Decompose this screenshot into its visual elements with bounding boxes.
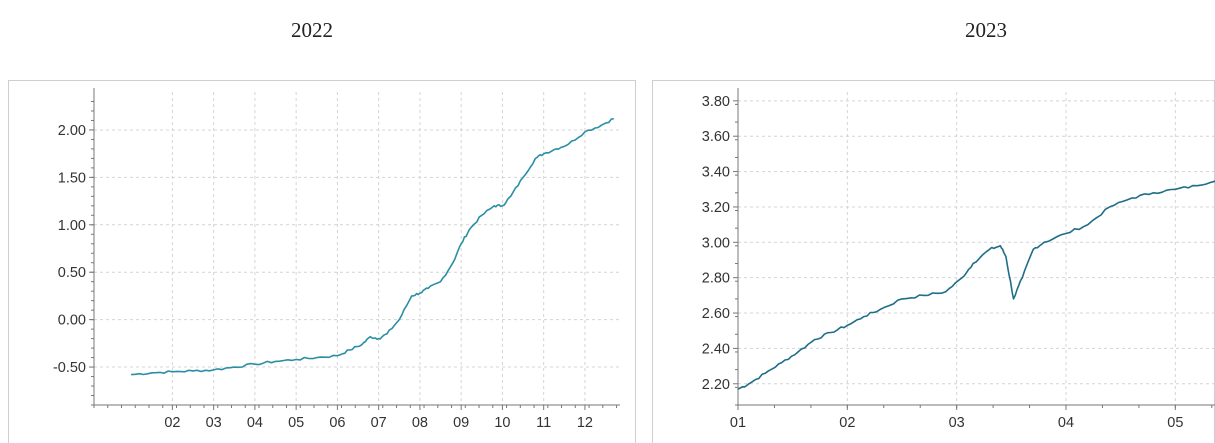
x-tick-label: 07 [371, 415, 387, 431]
x-tick-label: 09 [453, 415, 469, 431]
y-tick-label: 3.00 [702, 235, 730, 251]
y-tick-label: 0.50 [58, 265, 86, 281]
y-tick-label: 2.20 [702, 377, 730, 393]
y-tick-label: 3.20 [702, 200, 730, 216]
x-tick-label: 08 [412, 415, 428, 431]
x-tick-label: 02 [839, 415, 855, 431]
series-line [131, 117, 614, 376]
x-tick-label: 11 [536, 415, 551, 431]
x-tick-label: 03 [949, 415, 965, 431]
x-tick-label: 04 [247, 415, 263, 431]
x-tick-label: 03 [206, 415, 222, 431]
x-tick-label: 04 [1058, 415, 1074, 431]
x-tick-label: 05 [1167, 415, 1183, 431]
x-tick-label: 06 [329, 415, 345, 431]
chart-title-2023: 2023 [965, 18, 1007, 42]
y-tick-label: 1.00 [58, 218, 86, 234]
y-tick-label: 0.00 [58, 313, 86, 329]
y-tick-label: 2.40 [702, 341, 730, 357]
y-tick-label: 3.60 [702, 129, 730, 145]
y-tick-label: -0.50 [53, 360, 86, 376]
y-tick-label: 2.00 [58, 123, 86, 139]
chart-frame [652, 80, 1215, 443]
y-tick-label: 1.50 [58, 170, 86, 186]
y-tick-label: 2.80 [702, 271, 730, 287]
y-tick-label: 2.60 [702, 306, 730, 322]
x-tick-label: 01 [730, 415, 746, 431]
y-tick-label: 3.40 [702, 165, 730, 181]
x-tick-label: 05 [288, 415, 304, 431]
y-tick-label: 3.80 [702, 94, 730, 110]
x-tick-label: 10 [494, 415, 510, 431]
chart-title-2022: 2022 [291, 18, 333, 42]
x-tick-label: 12 [577, 415, 593, 431]
line-chart-2023: 2.20 2.40 2.60 2.80 3.00 3.20 3.40 3.60 3.80 01 02… [652, 80, 1215, 443]
line-chart-2022: -0.50 0.00 0.50 1.00 1.50 2.00 02 03 04 05 06 07 08 0… [8, 80, 636, 443]
x-tick-label: 02 [164, 415, 180, 431]
chart-frame [8, 80, 636, 443]
series-line [737, 180, 1215, 390]
